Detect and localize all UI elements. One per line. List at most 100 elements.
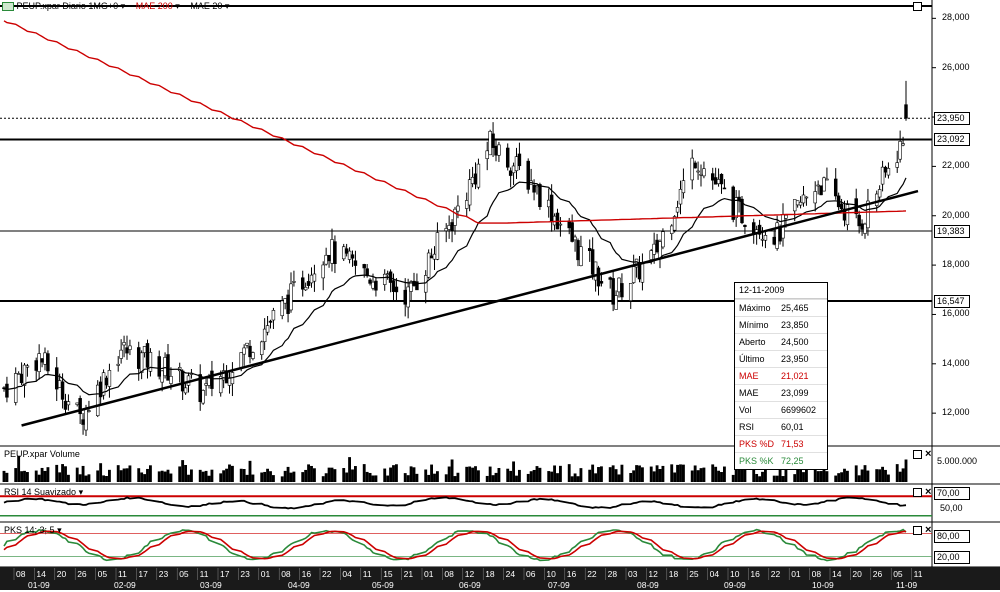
volume-bar — [553, 465, 556, 482]
close-volume-icon[interactable]: × — [925, 448, 932, 460]
chevron-down-icon[interactable]: ▾ — [120, 1, 126, 11]
volume-bar — [368, 472, 372, 482]
volume-bar — [822, 464, 826, 482]
volume-bar — [737, 458, 741, 482]
tooltip-value: 24,500 — [781, 337, 809, 347]
volume-bar — [717, 470, 720, 482]
tooltip-value: 72,25 — [781, 456, 804, 466]
x-day-label: 08 — [281, 569, 291, 579]
candle-up — [324, 254, 328, 265]
x-day-label: 05 — [893, 569, 903, 579]
candle-down — [819, 185, 823, 196]
candle-up — [640, 262, 645, 283]
volume-bar — [641, 467, 644, 482]
volume-bar — [857, 475, 861, 482]
tooltip-row: MAE 23,099 — [735, 384, 827, 401]
volume-bar — [775, 475, 779, 482]
volume-bar — [594, 473, 597, 482]
chevron-down-icon[interactable]: ▾ — [175, 1, 180, 11]
symbol-label[interactable]: PEUP.xpar Diario 1MG+0 — [16, 1, 119, 11]
candle-up — [784, 214, 788, 219]
candle-down — [590, 249, 595, 275]
candle-up — [514, 156, 519, 172]
candle-up — [128, 345, 132, 350]
maximize-panel-button[interactable] — [913, 2, 922, 11]
volume-bar — [436, 471, 439, 482]
candle-down — [620, 283, 624, 298]
candle-up — [347, 250, 352, 260]
tooltip-value: 60,01 — [781, 422, 804, 432]
volume-bar — [64, 466, 67, 482]
volume-bar — [755, 473, 759, 482]
candle-up — [535, 185, 539, 188]
volume-bar — [184, 464, 187, 482]
candle-down — [362, 264, 366, 269]
volume-bar — [816, 471, 820, 482]
price-axis-label: 18,000 — [942, 259, 970, 270]
maximize-volume-button[interactable] — [913, 450, 922, 459]
candle-down — [374, 280, 378, 291]
mae20-label[interactable]: MAE 20 — [190, 1, 223, 11]
candle-down — [40, 358, 44, 363]
volume-bar — [465, 466, 469, 482]
chevron-down-icon[interactable]: ▾ — [224, 1, 230, 11]
x-month-label: 05-09 — [372, 580, 394, 590]
volume-bar — [374, 475, 378, 482]
volume-bar — [125, 468, 129, 482]
tooltip-key: Mínimo — [739, 320, 769, 330]
volume-bar — [354, 466, 357, 482]
chevron-down-icon[interactable]: ▾ — [78, 487, 84, 497]
price-axis-label: 14,000 — [942, 357, 970, 368]
candle-up — [259, 341, 264, 355]
candle-up — [488, 131, 492, 156]
volume-bar — [761, 471, 764, 482]
volume-bar — [450, 459, 454, 482]
candle-up — [321, 264, 325, 279]
x-day-label: 21 — [404, 569, 414, 579]
volume-bar — [497, 468, 501, 482]
volume-bar — [128, 465, 132, 482]
mae200-label[interactable]: MAE 200 — [135, 1, 173, 11]
candle-down — [740, 198, 744, 224]
tooltip-value: 25,465 — [781, 303, 809, 313]
rsi-line — [3, 496, 907, 510]
volume-bar — [793, 474, 797, 482]
candle-up — [95, 384, 100, 417]
volume-bar — [351, 469, 354, 482]
volume-bar — [559, 465, 562, 482]
candle-up — [614, 295, 618, 310]
volume-bar — [743, 465, 747, 482]
close-rsi-icon[interactable]: × — [925, 486, 932, 498]
volume-bar — [676, 464, 679, 482]
candle-up — [661, 231, 665, 248]
pks-k-line — [3, 528, 907, 562]
volume-bar — [342, 468, 346, 482]
volume-bar — [389, 467, 392, 482]
tooltip-value: 23,099 — [781, 388, 809, 398]
candle-down — [655, 239, 659, 253]
candle-up — [57, 380, 62, 388]
candle-down — [248, 345, 252, 358]
candle-down — [505, 147, 510, 168]
candle-down — [391, 280, 396, 292]
maximize-rsi-button[interactable] — [913, 488, 922, 497]
x-day-label: 26 — [77, 569, 87, 579]
candle-down — [473, 173, 478, 185]
candle-down — [833, 178, 838, 197]
chevron-down-icon[interactable]: ▾ — [57, 525, 62, 535]
candle-down — [353, 260, 358, 266]
tooltip-row: Máximo 25,465 — [735, 299, 827, 316]
volume-bar — [878, 469, 882, 482]
volume-bar — [614, 469, 618, 482]
maximize-pks-button[interactable] — [913, 526, 922, 535]
candle-up — [593, 261, 598, 281]
candle-up — [122, 342, 126, 346]
candle-down — [5, 383, 9, 398]
candle-up — [877, 189, 882, 198]
candle-down — [81, 419, 85, 425]
tooltip-key: PKS %K — [739, 456, 774, 466]
price-marker: 23,092 — [934, 133, 970, 147]
close-pks-icon[interactable]: × — [925, 524, 932, 536]
candle-up — [669, 225, 674, 234]
volume-bar — [207, 475, 211, 482]
